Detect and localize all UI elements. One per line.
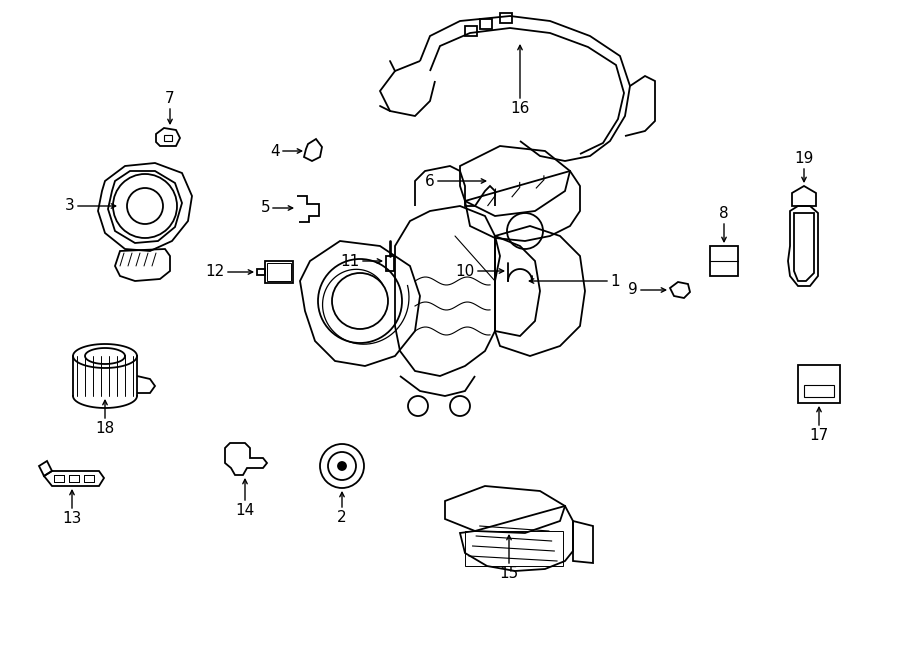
Text: 7: 7 [166,91,175,106]
Bar [54,475,64,482]
Bar [267,263,291,281]
Bar [69,475,79,482]
Text: 15: 15 [500,566,518,581]
Bar [710,246,738,276]
Text: 5: 5 [260,200,270,215]
Bar [804,385,834,397]
Text: 18: 18 [95,421,114,436]
Bar [164,135,172,141]
Text: 6: 6 [425,173,435,188]
Bar [69,475,79,482]
Bar [84,475,94,482]
Bar [465,26,477,36]
Bar [54,475,64,482]
Text: 4: 4 [270,143,280,159]
Circle shape [338,462,346,470]
Text: 19: 19 [795,151,814,166]
Text: 13: 13 [62,511,82,526]
Text: 2: 2 [338,510,346,525]
Text: 10: 10 [455,264,475,278]
Bar [480,19,492,29]
Bar [798,365,840,403]
Text: 8: 8 [719,206,729,221]
Text: 1: 1 [610,274,619,288]
Text: 3: 3 [65,198,75,214]
Bar [500,13,512,23]
Text: 16: 16 [510,101,530,116]
Text: 9: 9 [628,282,638,297]
Text: 12: 12 [206,264,225,280]
Bar [84,475,94,482]
Bar [465,531,563,566]
Text: 11: 11 [341,254,360,268]
Text: 17: 17 [809,428,829,443]
Bar [265,261,293,283]
Text: 14: 14 [236,503,255,518]
